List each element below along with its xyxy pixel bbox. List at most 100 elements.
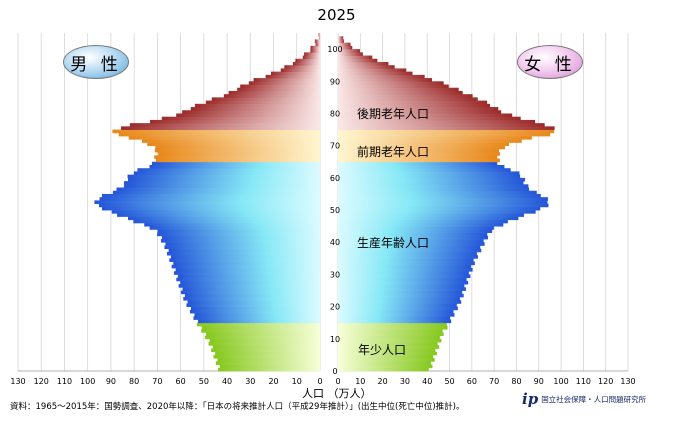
female-bar — [338, 161, 498, 166]
female-bar — [338, 65, 395, 69]
female-bar — [338, 290, 463, 295]
male-bar — [173, 271, 320, 275]
ipss-logo-icon: ip — [522, 390, 539, 408]
male-bar — [151, 161, 320, 166]
band-label-working: 生産年齢人口 — [357, 236, 430, 250]
female-bar — [338, 354, 434, 359]
x-tick-label-male: 40 — [222, 377, 232, 386]
female-bar — [338, 187, 530, 192]
male-bar — [154, 148, 320, 153]
male-bar — [211, 97, 320, 101]
male-bar — [191, 306, 320, 311]
male-bar — [215, 351, 320, 356]
female-bar — [338, 87, 459, 92]
male-bar — [265, 74, 320, 79]
male-bar — [133, 171, 320, 176]
female-bar — [338, 155, 498, 159]
male-bar — [314, 39, 320, 44]
x-tick-label-female: 20 — [378, 377, 388, 386]
male-bar — [295, 58, 320, 63]
male-bar — [154, 155, 320, 159]
male-bar — [205, 335, 320, 340]
x-tick-label-female: 70 — [489, 377, 499, 386]
female-bar — [338, 45, 353, 50]
male-bar — [169, 258, 320, 262]
organization: ip 国立社会保障・人口問題研究所 — [522, 390, 646, 408]
female-bar — [338, 200, 548, 205]
x-tick-label-female: 120 — [598, 377, 613, 386]
female-bar — [338, 367, 429, 372]
male-bar — [201, 325, 320, 330]
male-bar — [94, 200, 320, 205]
x-tick-label-male: 100 — [80, 377, 95, 386]
female-bar — [338, 61, 389, 66]
male-bar — [150, 119, 320, 124]
male-bar — [155, 158, 320, 163]
female-bar — [338, 255, 478, 259]
female-bar — [338, 219, 508, 224]
female-bar — [338, 332, 444, 336]
male-bar — [127, 174, 320, 179]
female-bar — [338, 325, 448, 330]
female-bar — [338, 300, 462, 304]
female-bar — [338, 97, 478, 101]
age-tick-label: 0 — [332, 367, 337, 376]
male-bar — [180, 290, 320, 295]
female-bar — [338, 119, 536, 124]
male-bar — [137, 168, 320, 172]
male-bar — [270, 71, 320, 76]
female-bar — [338, 78, 433, 82]
age-tick-label: 100 — [327, 45, 342, 54]
x-axis-label: 人口 （万人） — [302, 387, 372, 400]
female-bar — [338, 322, 447, 327]
male-bar — [248, 81, 320, 85]
male-bar — [212, 345, 320, 349]
female-bar — [338, 193, 541, 198]
male-bar — [217, 358, 320, 362]
male-bar — [184, 293, 320, 298]
male-bar — [157, 229, 320, 233]
female-bar — [338, 309, 454, 314]
male-bar — [280, 68, 320, 73]
male-bar — [111, 210, 321, 214]
male-bar — [223, 94, 320, 98]
female-label: 女 性 — [517, 45, 583, 79]
male-bar — [112, 129, 320, 134]
female-bar — [338, 164, 505, 169]
female-bar — [338, 274, 471, 279]
male-bar — [206, 332, 320, 336]
x-tick-label-male: 30 — [245, 377, 255, 386]
female-bar — [338, 42, 351, 47]
male-bar — [118, 132, 320, 137]
female-bar — [338, 103, 491, 108]
male-bar — [170, 255, 320, 259]
female-bar — [338, 210, 536, 214]
male-bar — [144, 222, 320, 227]
female-bar — [338, 139, 522, 143]
male-bar — [177, 274, 320, 279]
female-bar — [338, 171, 520, 176]
female-bar — [338, 94, 473, 98]
x-tick-label-male: 130 — [10, 377, 25, 386]
female-bar — [338, 129, 555, 134]
male-bar — [127, 177, 320, 182]
female-bar — [338, 358, 435, 362]
female-bar — [338, 239, 484, 243]
female-bar — [338, 335, 440, 340]
male-bar — [101, 206, 320, 211]
male-bar — [189, 309, 320, 314]
male-bar — [123, 184, 320, 188]
female-bar — [338, 235, 488, 240]
female-bar — [338, 226, 494, 230]
female-bar — [338, 174, 521, 179]
x-tick-label-female: 110 — [576, 377, 591, 386]
male-bar — [176, 277, 320, 282]
female-bar — [338, 261, 475, 266]
age-tick-label: 10 — [330, 335, 340, 344]
male-bar — [173, 261, 320, 266]
male-bar — [165, 242, 320, 246]
x-tick-label-female: 130 — [620, 377, 635, 386]
male-bar — [155, 145, 320, 150]
male-bar — [141, 139, 320, 143]
x-tick-label-male: 90 — [106, 377, 116, 386]
